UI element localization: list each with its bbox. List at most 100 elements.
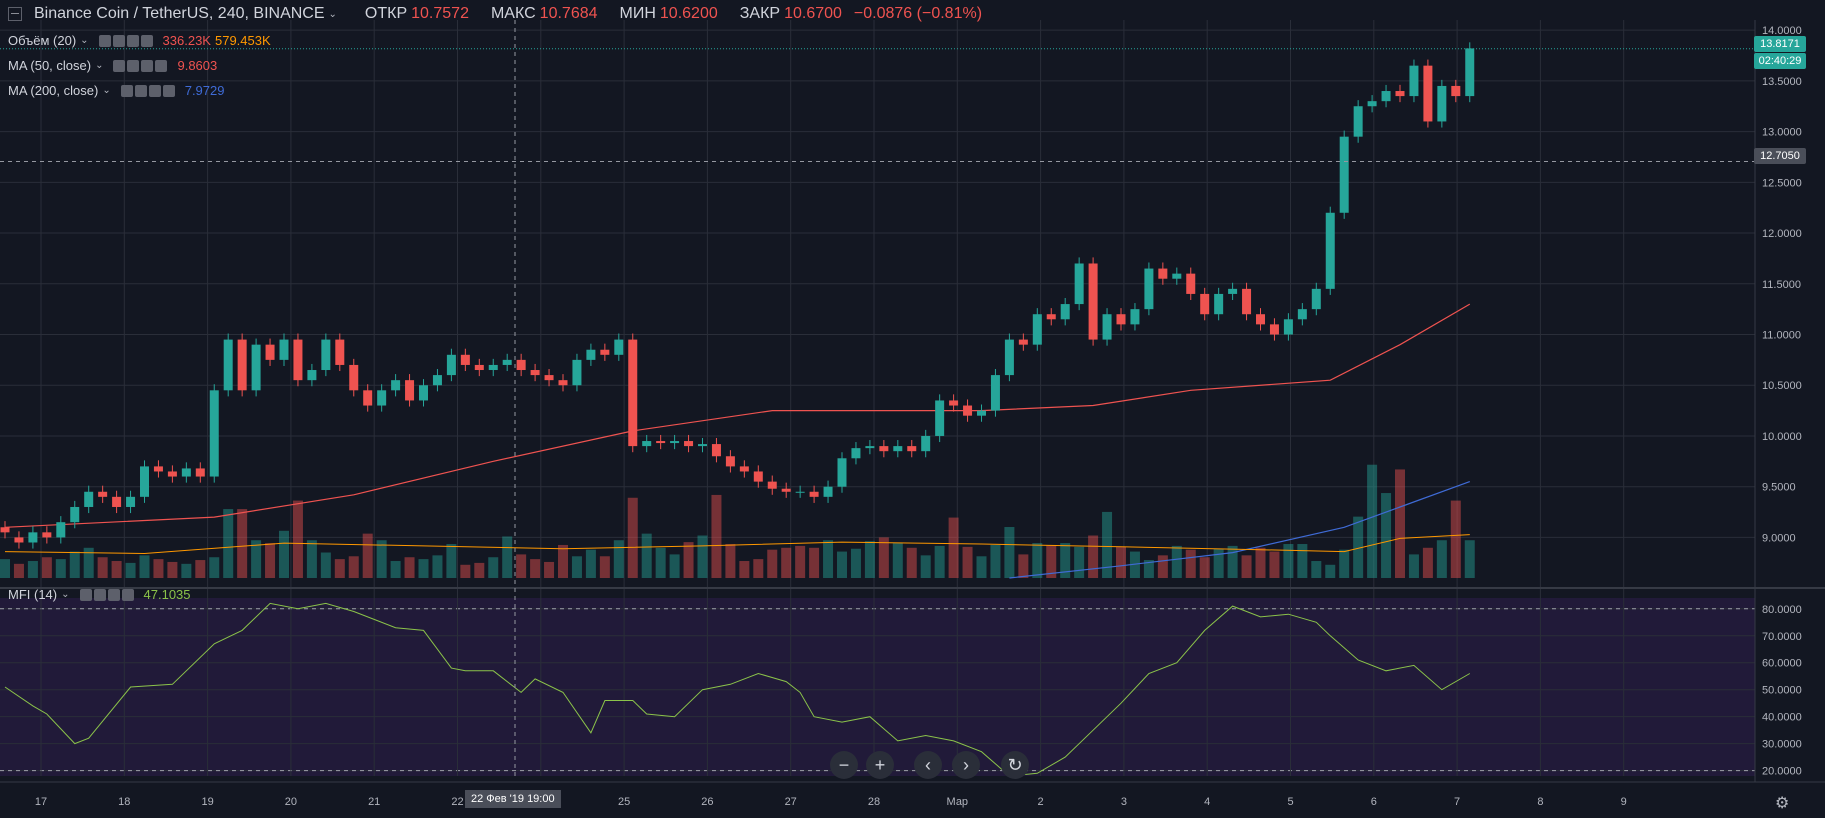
candle-body [251,344,261,391]
price-tick-label: 11.5000 [1762,279,1801,291]
candle-body [935,400,945,436]
volume-ma-value: 579.453K [214,33,271,48]
volume-legend[interactable]: Объём (20) ⌄ 336.23K 579.453K [8,33,271,48]
indicator-buttons[interactable] [113,59,168,72]
candle-body [865,446,875,449]
time-tick-label: 18 [118,796,130,808]
gear-icon[interactable] [112,34,125,47]
gear-icon[interactable] [134,84,147,97]
eye-icon[interactable] [79,588,92,601]
gear-icon[interactable] [93,588,106,601]
ma50-legend[interactable]: MA (50, close) ⌄ 9.8603 [8,58,217,73]
eye-icon[interactable] [120,84,133,97]
volume-bar [850,548,861,578]
volume-bar [1199,557,1210,578]
volume-bar [697,535,708,578]
chevron-down-icon[interactable]: ⌄ [328,8,337,20]
high-label: МАКС [490,5,536,22]
volume-name[interactable]: Объём (20) [8,33,77,48]
indicator-buttons[interactable] [120,84,175,97]
indicator-buttons[interactable] [79,588,134,601]
volume-bar [948,517,959,578]
price-tick-label: 10.0000 [1762,431,1802,443]
zoom-in-button[interactable]: + [866,751,894,779]
candle-body [1297,309,1307,320]
close-icon[interactable] [162,84,175,97]
candle-body [70,506,80,523]
candle-body [1214,293,1224,315]
scroll-right-button[interactable]: › [952,751,980,779]
plus-icon[interactable] [107,588,120,601]
candle-body [1102,314,1112,340]
candle-body [767,481,777,489]
plus-icon[interactable] [148,84,161,97]
mfi-value: 47.1035 [143,587,191,602]
mfi-legend[interactable]: MFI (14) ⌄ 47.1035 [8,587,191,602]
candle-body [488,364,498,371]
ma200-legend[interactable]: MA (200, close) ⌄ 7.9729 [8,83,224,98]
mfi-name[interactable]: MFI (14) [8,587,58,602]
candle-body [1130,309,1140,325]
plus-icon[interactable] [141,59,154,72]
price-tick-label: 12.0000 [1762,228,1802,240]
zoom-out-button[interactable]: − [830,751,858,779]
reset-button[interactable]: ↻ [1001,751,1029,779]
symbol-title[interactable]: Binance Coin / TetherUS, 240, BINANCE [34,5,325,22]
volume-bar [809,547,820,578]
plus-icon[interactable] [126,34,139,47]
volume-bar [1241,555,1252,578]
ma200-name[interactable]: MA (200, close) [8,83,99,98]
candle-body [990,375,1000,411]
volume-bar [97,557,108,578]
mfi-tick-label: 60.0000 [1762,658,1802,670]
ma50-name[interactable]: MA (50, close) [8,58,92,73]
time-tick-label: 2 [1038,796,1044,808]
volume-bar [265,543,276,578]
chevron-down-icon[interactable]: ⌄ [102,85,111,96]
time-tick-label: 3 [1121,796,1127,808]
candle-body [1242,288,1252,315]
scroll-left-button[interactable]: ‹ [914,751,942,779]
candle-body [642,441,652,447]
low-value: 10.6200 [659,5,718,22]
close-icon[interactable] [155,59,168,72]
candle-body [1381,91,1391,102]
candle-body [1353,106,1363,137]
close-icon[interactable] [121,588,134,601]
time-tick-label: 25 [618,796,630,808]
candle-body [1283,319,1293,335]
chevron-down-icon[interactable]: ⌄ [61,589,70,600]
candle-body [963,405,973,416]
chevron-down-icon[interactable]: ⌄ [95,60,104,71]
price-tick-label: 14.0000 [1762,25,1802,37]
price-tick-label: 9.5000 [1762,482,1796,494]
crosshair-time-tag: 22 Фев '19 19:00 [465,790,561,808]
eye-icon[interactable] [113,59,126,72]
candle-body [1144,268,1154,310]
candle-body [711,444,721,457]
volume-bar [823,540,834,578]
candle-body [321,339,331,371]
volume-bar [1339,549,1350,578]
ma50-line [4,303,1471,528]
candle-body [181,468,191,477]
volume-bar [334,559,345,578]
volume-bar [1311,561,1322,578]
candle-body [530,370,540,376]
volume-bar [711,494,722,578]
eye-icon[interactable] [98,34,111,47]
gear-icon[interactable] [127,59,140,72]
chevron-down-icon[interactable]: ⌄ [80,35,89,46]
volume-bar [920,555,931,578]
candle-body [307,370,317,381]
volume-bar [613,540,624,578]
candle-body [1116,314,1126,325]
settings-gear-icon[interactable]: ⚙ [1775,795,1790,812]
indicator-buttons[interactable] [98,34,153,47]
open-label: ОТКР [364,5,408,22]
collapse-icon[interactable] [8,7,22,21]
volume-bar [0,559,10,578]
volume-bar [585,549,596,578]
close-icon[interactable] [140,34,153,47]
